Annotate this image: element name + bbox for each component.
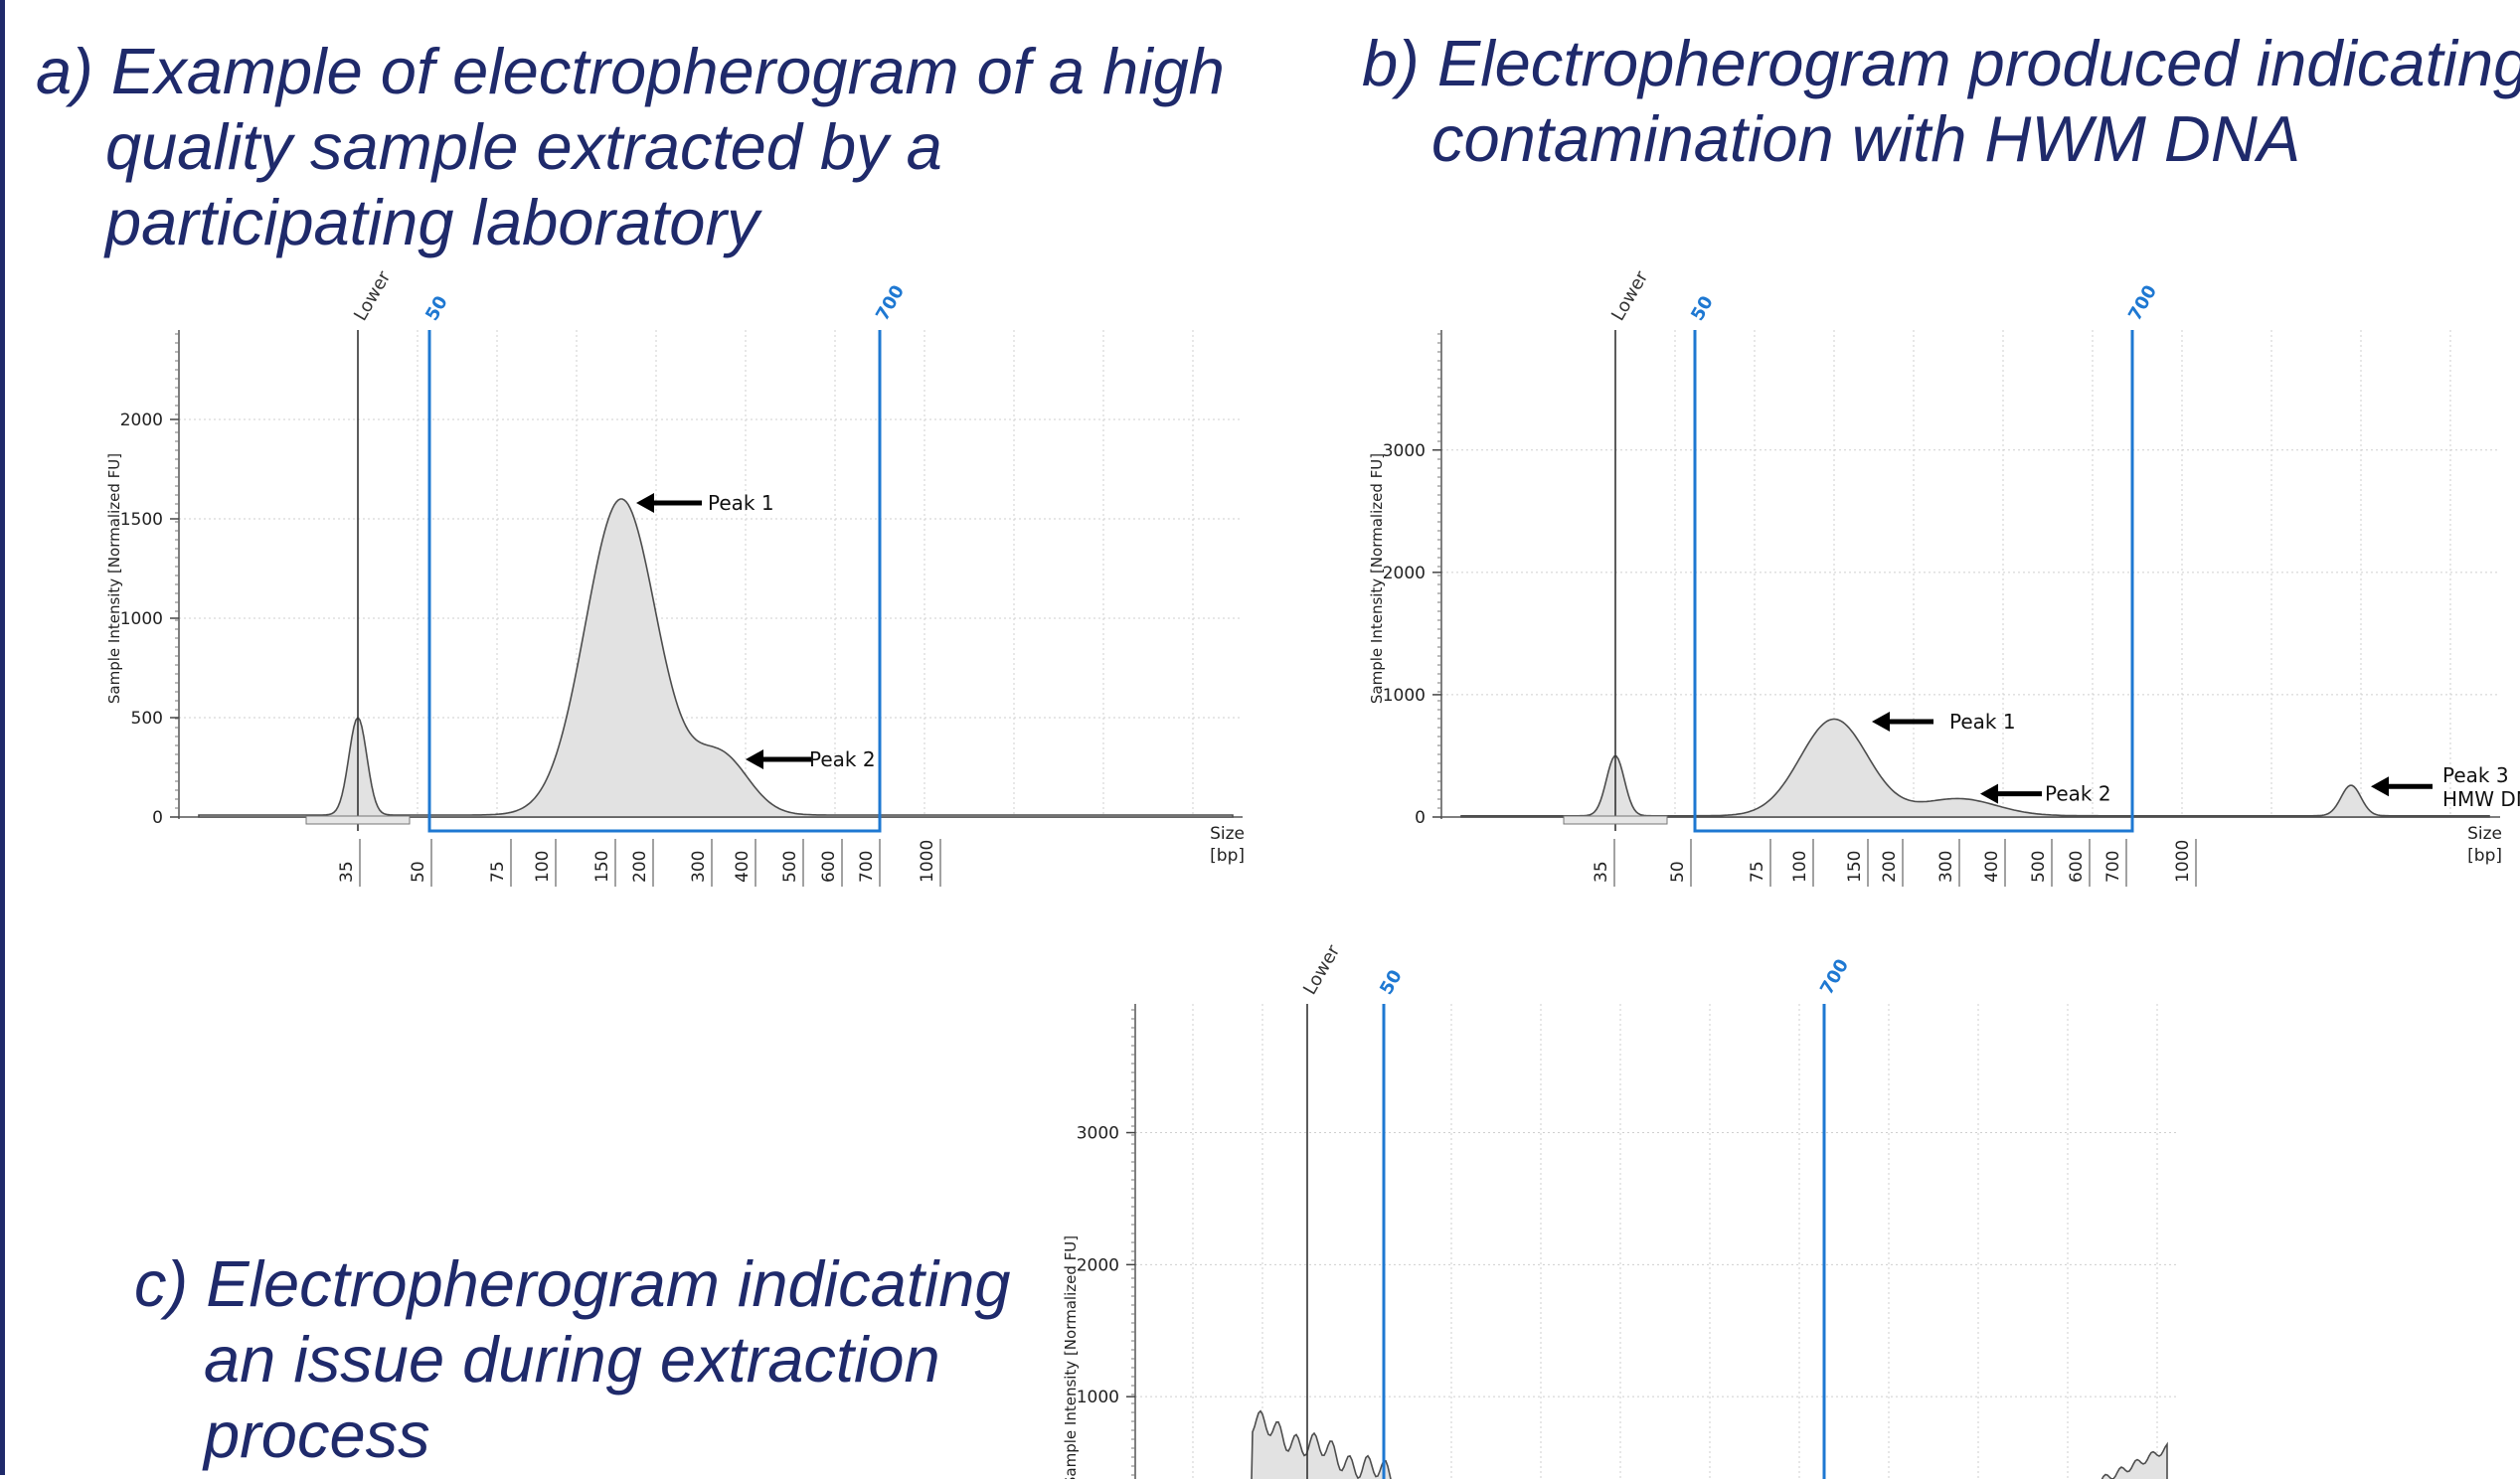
- y-tick-label: 2000: [1383, 564, 1426, 583]
- y-tick-label: 3000: [1383, 441, 1426, 461]
- electropherogram-c: 1000 2000 3000 Sample Intensity [Normalized…: [1062, 942, 2177, 1479]
- marker-label-50: 50: [1376, 966, 1407, 998]
- y-tick-label: 2000: [120, 411, 163, 430]
- y-tick-label: 1000: [1383, 686, 1426, 706]
- x-tick-label: 400: [1982, 851, 2002, 883]
- y-tick-label: 2000: [1077, 1255, 1119, 1275]
- marker-label-lower: Lower: [1607, 268, 1652, 325]
- left-accent-bar: [0, 0, 5, 1475]
- x-tick-label: 500: [780, 851, 800, 883]
- x-tick-label: 100: [533, 851, 553, 883]
- lower-marker-box: [1563, 815, 1668, 825]
- caption-b: b) Electropherogram produced indicating …: [1362, 26, 2520, 177]
- caption-b-line-1: b) Electropherogram produced indicating: [1362, 27, 2520, 99]
- electropherogram-trace: [1251, 1409, 2168, 1479]
- marker-label-50: 50: [1687, 292, 1718, 324]
- caption-a-line-3: participating laboratory: [105, 186, 759, 258]
- x-tick-label: 300: [689, 851, 709, 883]
- x-tick-label: 150: [592, 851, 612, 883]
- y-tick-label: 1500: [120, 510, 163, 530]
- x-tick-label: 1000: [2173, 840, 2193, 883]
- peak-2-arrow-head: [746, 749, 763, 769]
- x-axis-label: Size: [2467, 824, 2502, 844]
- y-axis-label: Sample Intensity [Normalized FU]: [1368, 453, 1386, 704]
- x-tick-label: 1000: [918, 840, 937, 883]
- peak-2-label: Peak 2: [2045, 782, 2111, 806]
- x-tick-label: 75: [488, 861, 508, 883]
- marker-label-lower: Lower: [1299, 942, 1344, 999]
- x-tick-label: 75: [1748, 861, 1767, 883]
- x-tick-label: 600: [819, 851, 839, 883]
- y-axis-label: Sample Intensity [Normalized FU]: [1062, 1235, 1080, 1479]
- x-axis-unit: [bp]: [2467, 846, 2502, 866]
- x-tick-label: 700: [857, 851, 877, 883]
- caption-a: a) Example of electropherogram of a high…: [36, 34, 1225, 260]
- peak-3-sublabel: HMW DNA: [2442, 787, 2520, 811]
- peak-1-label: Peak 1: [708, 491, 774, 515]
- electropherogram-a: 0 500 1000 1500 2000 Sample Intensity [Normal…: [105, 268, 1245, 887]
- peak-2-label: Peak 2: [809, 747, 876, 771]
- x-tick-label: 600: [2067, 851, 2087, 883]
- x-axis-unit: [bp]: [1210, 846, 1245, 866]
- caption-c-line-3: process: [204, 1398, 430, 1471]
- lower-marker-box: [305, 815, 411, 825]
- x-tick-label: 200: [630, 851, 650, 883]
- marker-label-700: 700: [2124, 281, 2161, 324]
- caption-c-line-1: c) Electropherogram indicating: [134, 1247, 1011, 1320]
- gridlines: [1135, 1004, 2177, 1479]
- caption-c-line-2: an issue during extraction: [204, 1323, 940, 1396]
- marker-label-700: 700: [1816, 955, 1853, 998]
- peak-3-arrow-head: [2371, 776, 2389, 797]
- y-axis-label: Sample Intensity [Normalized FU]: [105, 453, 123, 704]
- gridlines: [1441, 330, 2500, 817]
- peak-1-arrow-head: [636, 493, 654, 513]
- marker-label-50: 50: [421, 292, 452, 324]
- caption-c: c) Electropherogram indicating an issue …: [134, 1246, 1011, 1473]
- peak-3-label: Peak 3: [2442, 763, 2509, 787]
- region-bracket: [1693, 813, 2134, 833]
- region-bracket: [427, 813, 882, 833]
- peak-1-label: Peak 1: [1949, 710, 2016, 734]
- peak-2-arrow-head: [1980, 783, 1998, 804]
- y-tick-label: 1000: [120, 609, 163, 629]
- electropherogram-trace: [1460, 718, 2490, 818]
- x-tick-label: 50: [409, 861, 428, 883]
- x-tick-label: 35: [1592, 861, 1611, 883]
- x-tick-label: 150: [1845, 851, 1865, 883]
- y-tick-label: 0: [1415, 808, 1426, 828]
- x-tick-label: 35: [337, 861, 357, 883]
- x-tick-label: 50: [1668, 861, 1688, 883]
- peak-1-arrow-head: [1872, 712, 1890, 732]
- y-tick-label: 1000: [1077, 1388, 1119, 1407]
- caption-b-line-2: contamination with HWM DNA: [1431, 102, 2301, 175]
- gridlines: [179, 330, 1243, 817]
- y-tick-label: 0: [152, 808, 163, 828]
- caption-a-line-1: a) Example of electropherogram of a high: [36, 35, 1225, 107]
- x-tick-label: 200: [1880, 851, 1900, 883]
- x-tick-label: 100: [1790, 851, 1810, 883]
- x-tick-label: 300: [1936, 851, 1956, 883]
- x-axis-label: Size: [1210, 824, 1245, 844]
- caption-a-line-2: quality sample extracted by a: [105, 110, 942, 183]
- x-tick-label: 400: [733, 851, 753, 883]
- y-tick-label: 500: [131, 709, 163, 729]
- y-tick-label: 3000: [1077, 1124, 1119, 1144]
- marker-label-lower: Lower: [350, 268, 395, 325]
- marker-label-700: 700: [872, 281, 909, 324]
- electropherogram-trace: [198, 498, 1234, 818]
- x-tick-label: 700: [2103, 851, 2123, 883]
- x-tick-label: 500: [2029, 851, 2049, 883]
